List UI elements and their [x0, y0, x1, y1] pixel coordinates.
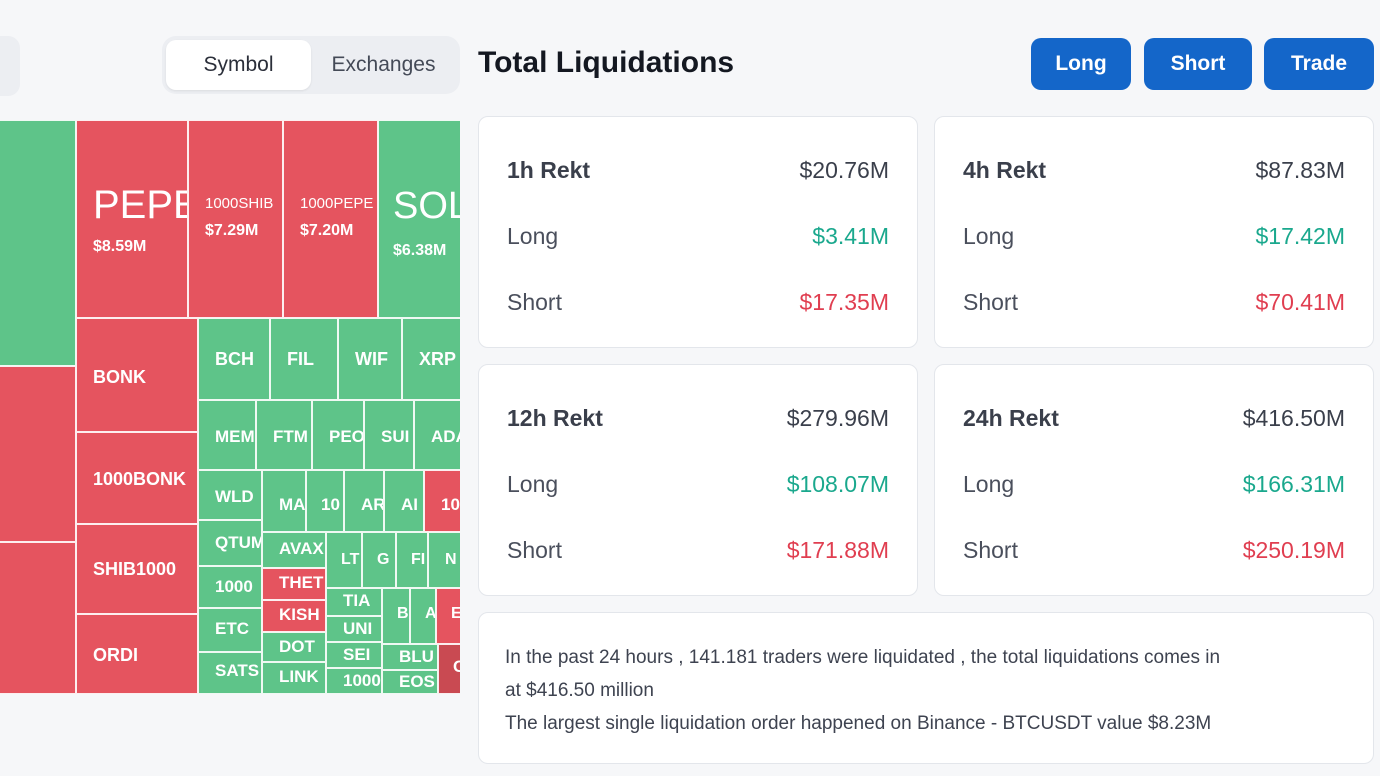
- card-long-label: Long: [507, 223, 559, 249]
- summary-line: The largest single liquidation order hap…: [505, 713, 1212, 734]
- treemap-tile[interactable]: 1000: [198, 566, 262, 608]
- treemap-tile[interactable]: PEPE $8.59M: [76, 120, 188, 318]
- treemap-tile[interactable]: DOT: [262, 632, 326, 662]
- treemap-tile[interactable]: SATS: [198, 652, 262, 694]
- card-long-value: $17.42M: [1255, 223, 1345, 249]
- summary-line: In the past 24 hours , 141.181 traders w…: [505, 647, 1221, 668]
- treemap-tile[interactable]: PEO: [312, 400, 364, 470]
- card-short-label: Short: [963, 537, 1018, 563]
- treemap-tile[interactable]: SEI: [326, 642, 382, 668]
- treemap-tile[interactable]: BONK: [76, 318, 198, 432]
- treemap-tile[interactable]: QTUM: [198, 520, 262, 566]
- treemap-tile[interactable]: A: [410, 588, 436, 644]
- card-long-label: Long: [963, 471, 1015, 497]
- card-short-value: $171.88M: [786, 537, 889, 563]
- treemap-tile[interactable]: 1000: [326, 668, 382, 694]
- treemap-tile[interactable]: [0, 120, 76, 366]
- card-long-value: $108.07M: [786, 471, 889, 497]
- card-short-value: $250.19M: [1242, 537, 1345, 563]
- treemap-tile[interactable]: AR: [344, 470, 384, 532]
- card-short-label: Short: [963, 289, 1018, 315]
- treemap-tile[interactable]: 10: [306, 470, 344, 532]
- page-title: Total Liquidations: [478, 46, 735, 79]
- card-long-value: $3.41M: [812, 223, 889, 249]
- treemap-tile[interactable]: AI: [384, 470, 424, 532]
- summary-line: at $416.50 million: [505, 680, 654, 701]
- card-total: $416.50M: [1242, 405, 1345, 431]
- card-long-label: Long: [507, 471, 559, 497]
- long-button[interactable]: Long: [1031, 38, 1131, 90]
- card-short-value: $70.41M: [1255, 289, 1345, 315]
- treemap-tile[interactable]: 10: [424, 470, 460, 532]
- treemap-tile[interactable]: LT: [326, 532, 362, 588]
- treemap-tile[interactable]: ETC: [198, 608, 262, 652]
- card-period: 4h Rekt: [963, 157, 1047, 183]
- card-period: 24h Rekt: [963, 405, 1059, 431]
- card-total: $20.76M: [799, 157, 889, 183]
- treemap-tile[interactable]: WIF: [338, 318, 402, 400]
- treemap-tile[interactable]: 1000BONK: [76, 432, 198, 524]
- treemap-tile[interactable]: 1000PEPE $7.20M: [283, 120, 378, 318]
- treemap-tile[interactable]: SOL $6.38M: [378, 120, 460, 318]
- treemap-tile[interactable]: WLD: [198, 470, 262, 520]
- treemap-tile[interactable]: SHIB1000: [76, 524, 198, 614]
- tab-symbol[interactable]: Symbol: [166, 40, 311, 90]
- treemap-tile[interactable]: FTM: [256, 400, 312, 470]
- trade-button[interactable]: Trade: [1264, 38, 1374, 90]
- rekt-card-4h: 4h Rekt $87.83M Long $17.42M Short $70.41M: [934, 116, 1374, 348]
- treemap-tile[interactable]: SUI: [364, 400, 414, 470]
- card-total: $87.83M: [1255, 157, 1345, 183]
- short-button[interactable]: Short: [1144, 38, 1252, 90]
- liquidation-treemap: PEPE $8.59M 1000SHIB $7.29M 1000PEPE $7.…: [0, 120, 460, 694]
- treemap-tile[interactable]: [0, 366, 76, 542]
- treemap-tile[interactable]: BLU: [382, 644, 438, 670]
- treemap-tile[interactable]: EOS: [382, 670, 438, 694]
- tab-exchanges[interactable]: Exchanges: [311, 40, 456, 90]
- treemap-tile[interactable]: UNI: [326, 616, 382, 642]
- treemap-tile[interactable]: G: [362, 532, 396, 588]
- treemap-tile[interactable]: [0, 542, 76, 694]
- treemap-tile[interactable]: AVAX: [262, 532, 326, 568]
- treemap-tile[interactable]: XRP: [402, 318, 460, 400]
- search-input[interactable]: [0, 36, 20, 96]
- treemap-tile[interactable]: FIL: [270, 318, 338, 400]
- treemap-tile[interactable]: KISH: [262, 600, 326, 632]
- treemap-tile[interactable]: 1000SHIB $7.29M: [188, 120, 283, 318]
- card-period: 12h Rekt: [507, 405, 603, 431]
- treemap-tile[interactable]: N: [428, 532, 460, 588]
- treemap-tile[interactable]: LINK: [262, 662, 326, 694]
- treemap-tile[interactable]: C: [438, 644, 460, 694]
- card-short-label: Short: [507, 289, 562, 315]
- card-period: 1h Rekt: [507, 157, 591, 183]
- treemap-tile[interactable]: ADA: [414, 400, 460, 470]
- card-short-label: Short: [507, 537, 562, 563]
- treemap-tile[interactable]: E: [436, 588, 460, 644]
- view-toggle: Symbol Exchanges: [162, 36, 460, 94]
- treemap-tile[interactable]: BCH: [198, 318, 270, 400]
- rekt-card-1h: 1h Rekt $20.76M Long $3.41M Short $17.35M: [478, 116, 918, 348]
- rekt-card-24h: 24h Rekt $416.50M Long $166.31M Short $250.…: [934, 364, 1374, 596]
- treemap-tile[interactable]: FI: [396, 532, 428, 588]
- treemap-tile[interactable]: MEM: [198, 400, 256, 470]
- card-long-value: $166.31M: [1242, 471, 1345, 497]
- card-short-value: $17.35M: [799, 289, 889, 315]
- card-long-label: Long: [963, 223, 1015, 249]
- rekt-card-12h: 12h Rekt $279.96M Long $108.07M Short $171.…: [478, 364, 918, 596]
- treemap-tile[interactable]: ORDI: [76, 614, 198, 694]
- treemap-tile[interactable]: B: [382, 588, 410, 644]
- liquidation-summary: In the past 24 hours , 141.181 traders w…: [478, 612, 1374, 764]
- treemap-tile[interactable]: TIA: [326, 588, 382, 616]
- treemap-tile[interactable]: THET: [262, 568, 326, 600]
- treemap-tile[interactable]: MA: [262, 470, 306, 532]
- card-total: $279.96M: [786, 405, 889, 431]
